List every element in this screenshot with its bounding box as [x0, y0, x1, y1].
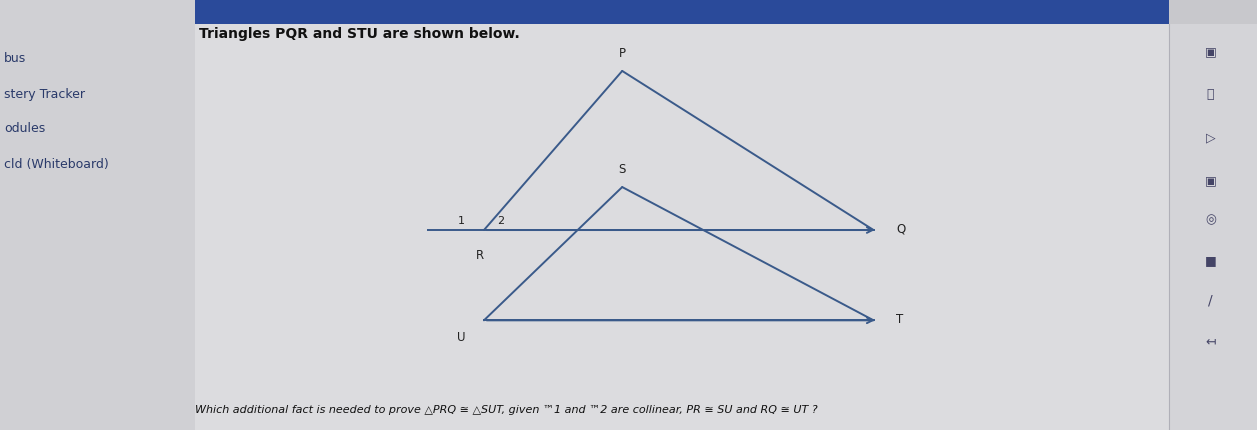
Text: Which additional fact is needed to prove △PRQ ≅ △SUT, given ™1 and ™2 are collin: Which additional fact is needed to prove… — [195, 405, 817, 415]
Bar — [195, 0, 1169, 24]
Text: S: S — [618, 163, 626, 176]
Bar — [195, 0, 1257, 430]
Text: ◎: ◎ — [1205, 213, 1216, 226]
Text: /: / — [1208, 294, 1213, 308]
Text: Triangles PQR and STU are shown below.: Triangles PQR and STU are shown below. — [199, 28, 519, 41]
Text: U: U — [458, 331, 465, 344]
Text: bus: bus — [4, 52, 26, 64]
Text: T: T — [896, 313, 904, 326]
Text: stery Tracker: stery Tracker — [4, 88, 84, 101]
Bar — [1169, 0, 1257, 24]
Text: ▣: ▣ — [1204, 45, 1217, 58]
Text: Q: Q — [896, 223, 905, 236]
Text: cld (Whiteboard): cld (Whiteboard) — [4, 158, 108, 171]
Text: ↤: ↤ — [1205, 335, 1216, 348]
Bar — [0, 0, 195, 430]
Text: ▷: ▷ — [1205, 131, 1216, 144]
Text: ⓘ: ⓘ — [1207, 88, 1214, 101]
Text: R: R — [476, 249, 484, 262]
Text: 1: 1 — [458, 215, 465, 226]
Text: 2: 2 — [497, 215, 504, 226]
Text: odules: odules — [4, 123, 45, 135]
Text: P: P — [618, 47, 626, 60]
Text: ■: ■ — [1204, 254, 1217, 267]
Bar — [1169, 0, 1257, 430]
Text: ▣: ▣ — [1204, 174, 1217, 187]
